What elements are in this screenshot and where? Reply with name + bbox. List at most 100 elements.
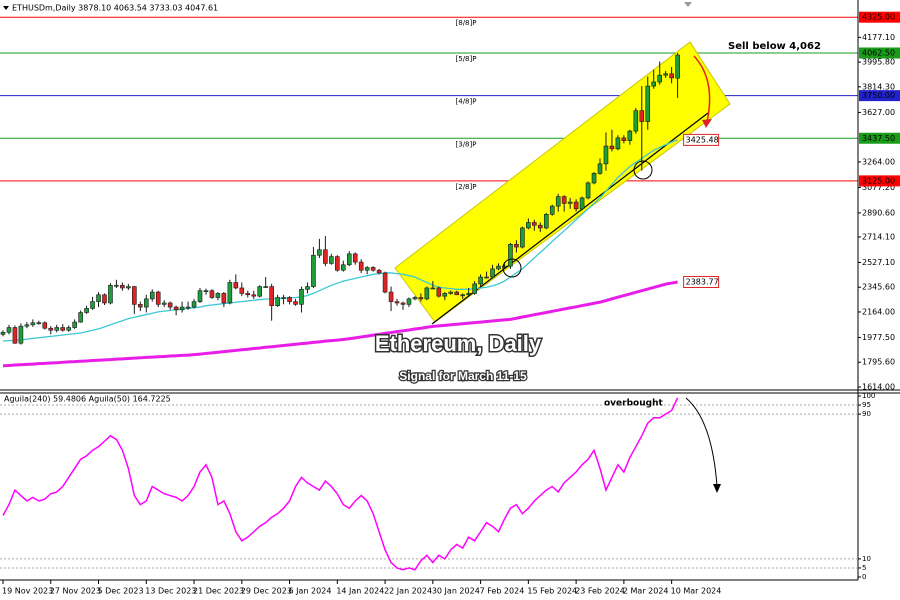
ma-value-box	[683, 275, 720, 288]
level-name: [8/8]P	[456, 19, 477, 27]
candle-body	[335, 256, 340, 271]
candle-body	[358, 261, 364, 271]
candle-body	[72, 321, 77, 328]
candle-body	[352, 253, 358, 263]
candle-body	[114, 284, 119, 287]
chart-subtitle: Signal for March 11-15	[399, 369, 527, 383]
candle-body	[239, 287, 245, 294]
candle-body	[526, 222, 531, 229]
y-tick-label: 2527.10	[862, 258, 895, 267]
candle-body	[36, 322, 42, 325]
x-tick-label: 30 Jan 2024	[432, 587, 480, 596]
y-tick-label: 1977.50	[862, 333, 895, 342]
touch-circle	[633, 160, 653, 180]
candle-body	[138, 304, 143, 308]
candle-body	[305, 286, 310, 290]
candle-body	[12, 327, 18, 344]
level-box	[859, 175, 900, 187]
candle-body	[364, 267, 370, 271]
candle-body	[394, 301, 400, 304]
candle-body	[30, 322, 36, 326]
chart-title: Ethereum, Daily	[375, 331, 542, 356]
level-box	[859, 132, 900, 144]
candle-body	[185, 306, 191, 309]
y-tick-label: 0	[862, 573, 866, 581]
candle-body	[436, 287, 442, 297]
candle-body	[149, 291, 155, 300]
candle-layer	[0, 52, 680, 345]
candle-body	[6, 327, 12, 333]
menu-marker	[3, 6, 9, 10]
candle-body	[179, 306, 185, 311]
candle-body	[78, 312, 83, 323]
candle-body	[191, 301, 197, 308]
candle-body	[615, 137, 621, 150]
sell-note: Sell below 4,062	[728, 41, 821, 52]
x-tick-label: 27 Nov 2023	[50, 587, 101, 596]
level-name: [3/8]P	[456, 140, 477, 148]
candle-body	[406, 298, 412, 305]
ma-value-box	[683, 133, 720, 146]
candle-body	[0, 331, 6, 335]
y-tick-label: 4177.10	[862, 33, 895, 42]
candle-body	[490, 268, 495, 278]
x-tick-label: 6 Jan 2024	[289, 587, 332, 596]
candle-body	[155, 291, 161, 305]
candle-body	[657, 74, 663, 83]
y-tick-label: 100	[862, 392, 875, 400]
candle-body	[621, 137, 627, 141]
x-tick-label: 19 Nov 2023	[2, 587, 53, 596]
indicator-layer	[0, 397, 858, 571]
level-label: 4325.00	[862, 13, 895, 22]
level-name: [4/8]P	[456, 98, 477, 106]
candle-body	[579, 197, 585, 210]
candle-body	[543, 214, 549, 229]
candle-body	[555, 196, 561, 207]
x-tick-label: 15 Feb 2024	[527, 587, 577, 596]
candle-body	[430, 287, 436, 290]
candle-body	[66, 327, 71, 331]
candle-body	[132, 286, 137, 305]
level-label: 3750.00	[862, 91, 895, 100]
x-tick-label: 23 Feb 2024	[575, 587, 625, 596]
candle-body	[143, 298, 149, 308]
candle-body	[376, 269, 382, 274]
sell-arrow	[693, 55, 711, 123]
level-name: [2/8]P	[456, 183, 477, 191]
x-tick-label: 10 Mar 2024	[671, 587, 722, 596]
candle-body	[412, 297, 418, 300]
candle-body	[102, 294, 107, 304]
candle-body	[161, 302, 167, 305]
candle-body	[597, 163, 603, 174]
candle-body	[460, 294, 465, 297]
down-arrow	[685, 397, 718, 487]
level-label: 4062.50	[862, 48, 895, 57]
overlay-layer	[2, 139, 678, 368]
candle-body	[561, 196, 567, 204]
moving-average	[2, 280, 678, 368]
ma-value-label: 3425.48	[686, 135, 719, 144]
indicator-header: Aguila(240) 59.4806 Aguila(50) 164.7225	[4, 395, 171, 404]
candle-body	[263, 286, 268, 288]
candle-body	[48, 327, 54, 331]
candle-body	[245, 293, 251, 296]
x-tick-label: 5 Dec 2023	[98, 587, 144, 596]
y-tick-label: 1614.00	[862, 382, 895, 391]
candle-body	[603, 145, 609, 165]
y-tick-label: 2714.10	[862, 232, 895, 241]
y-tick-label: 3995.80	[862, 58, 895, 67]
chart-header: ETHUSDm,Daily 3878.10 4063.54 3733.03 40…	[12, 4, 218, 13]
x-tick-label: 14 Jan 2024	[336, 587, 384, 596]
candle-body	[323, 249, 328, 264]
touch-circle	[502, 258, 522, 278]
down-arrow-head	[713, 484, 721, 493]
candle-body	[496, 265, 501, 270]
candle-body	[370, 267, 376, 271]
candle-body	[549, 205, 555, 215]
candle-body	[126, 286, 131, 289]
candle-body	[54, 327, 60, 331]
candle-body	[520, 227, 525, 248]
candle-body	[382, 272, 388, 293]
